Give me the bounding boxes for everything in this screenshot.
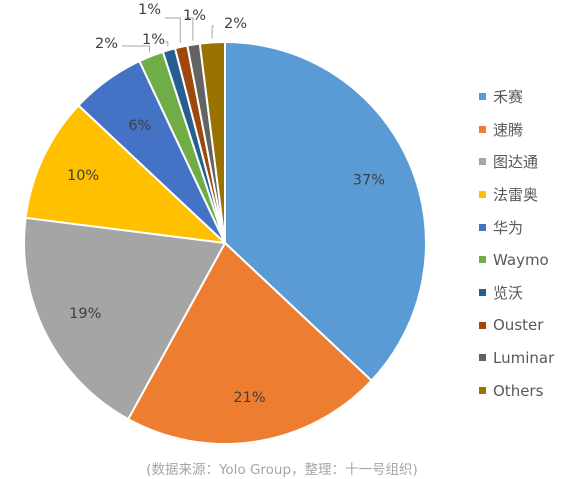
legend-item-1: 禾赛 [479, 80, 554, 113]
leader-line-10 [211, 25, 214, 39]
pie-slice-1 [224, 40, 427, 383]
legend-label: 图达通 [493, 153, 539, 172]
data-label-7: 1% [142, 32, 165, 48]
legend-label: Others [493, 381, 544, 400]
leader-line-8 [165, 17, 181, 43]
legend-label: 览沃 [493, 283, 524, 302]
legend-label: 法雷奥 [493, 185, 539, 204]
legend-label: 华为 [493, 218, 524, 237]
data-label-5: 6% [128, 118, 151, 134]
leader-line-6 [122, 45, 150, 53]
legend-swatch [479, 354, 486, 362]
legend-swatch [479, 223, 486, 231]
pie-slice-10 [198, 40, 226, 244]
legend-item-4: 法雷奥 [479, 178, 554, 211]
legend-swatch [479, 125, 486, 133]
legend-item-8: Ouster [479, 309, 554, 342]
data-label-1: 37% [353, 173, 385, 189]
legend-item-7: 览沃 [479, 276, 554, 309]
legend-swatch [479, 92, 486, 100]
legend-swatch [479, 288, 486, 296]
data-label-10: 2% [224, 16, 247, 32]
legend-label: Luminar [493, 348, 555, 367]
data-label-3: 19% [69, 306, 101, 322]
pie-slice-4 [24, 103, 228, 245]
legend-swatch [479, 387, 486, 395]
legend-label: 速腾 [493, 120, 524, 139]
data-label-9: 1% [183, 8, 206, 24]
pie-slice-2 [126, 241, 373, 445]
legend-item-5: 华为 [479, 211, 554, 244]
legend-item-2: 速腾 [479, 113, 554, 146]
legend-swatch [479, 158, 486, 166]
leader-line-7 [165, 41, 169, 47]
pie-slice-3 [23, 216, 227, 421]
data-label-8: 1% [138, 2, 161, 18]
legend-item-6: Waymo [479, 243, 554, 276]
data-label-2: 21% [233, 390, 265, 406]
leader-line-9 [185, 17, 194, 41]
legend-item-10: Others [479, 374, 554, 407]
chart-legend: 禾赛速腾图达通法雷奥华为 Waymo 览沃 Ouster Luminar Others [479, 80, 554, 407]
legend-item-3: 图达通 [479, 145, 554, 178]
legend-swatch [479, 190, 486, 198]
data-label-6: 2% [95, 36, 118, 52]
legend-item-9: Luminar [479, 342, 554, 375]
data-label-4: 10% [67, 168, 99, 184]
legend-swatch [479, 256, 486, 264]
legend-label: Waymo [493, 250, 549, 269]
source-note: (数据来源：Yolo Group，整理：十一号组织) [146, 462, 418, 478]
legend-swatch [479, 321, 486, 329]
legend-label: 禾赛 [493, 87, 524, 106]
legend-label: Ouster [493, 316, 544, 335]
